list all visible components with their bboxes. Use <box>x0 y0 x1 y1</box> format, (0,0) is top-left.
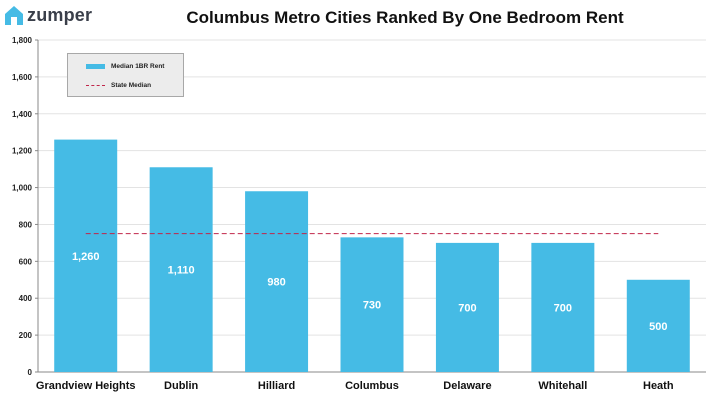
y-tick-label: 1,800 <box>12 36 33 45</box>
bar-value-label: 980 <box>267 277 285 289</box>
legend-item-bar: Median 1BR Rent <box>86 63 164 70</box>
bar <box>626 279 690 372</box>
legend-swatch-reference <box>86 85 105 86</box>
y-tick-label: 1,600 <box>12 73 33 82</box>
bar-value-label: 1,110 <box>168 265 195 277</box>
y-tick-label: 1,000 <box>12 184 33 193</box>
legend-item-reference: State Median <box>86 82 151 89</box>
x-tick-label: Hilliard <box>258 380 295 392</box>
x-tick-label: Whitehall <box>538 380 587 392</box>
y-tick-label: 0 <box>28 368 33 377</box>
y-tick-label: 1,200 <box>12 147 33 156</box>
bar <box>149 167 213 372</box>
bar <box>340 237 404 372</box>
chart-title: Columbus Metro Cities Ranked By One Bedr… <box>186 8 624 27</box>
legend-label-reference: State Median <box>111 82 152 89</box>
x-tick-label: Grandview Heights <box>36 380 136 392</box>
x-tick-label: Heath <box>643 380 674 392</box>
legend-label-bar: Median 1BR Rent <box>111 63 165 70</box>
y-tick-label: 400 <box>19 294 33 303</box>
bar-value-label: 700 <box>458 302 476 314</box>
house-icon <box>5 6 23 25</box>
bar-value-label: 500 <box>649 321 667 333</box>
y-tick-label: 1,400 <box>12 110 33 119</box>
bar <box>245 191 309 372</box>
y-tick-label: 200 <box>19 331 33 340</box>
x-tick-label: Columbus <box>345 380 399 392</box>
bar-value-label: 700 <box>554 302 572 314</box>
y-tick-label: 800 <box>19 220 33 229</box>
brand-logo: zumper <box>4 4 92 26</box>
bar-value-label: 730 <box>363 300 381 312</box>
x-tick-label: Dublin <box>164 380 198 392</box>
bar-value-label: 1,260 <box>72 251 100 263</box>
y-tick-label: 600 <box>19 257 33 266</box>
legend: Median 1BR Rent State Median <box>67 53 184 97</box>
bar <box>54 139 118 372</box>
legend-swatch-bar <box>86 64 105 69</box>
brand-name: zumper <box>27 4 93 25</box>
bar <box>531 242 595 372</box>
x-tick-label: Delaware <box>443 380 491 392</box>
bar <box>435 242 499 372</box>
